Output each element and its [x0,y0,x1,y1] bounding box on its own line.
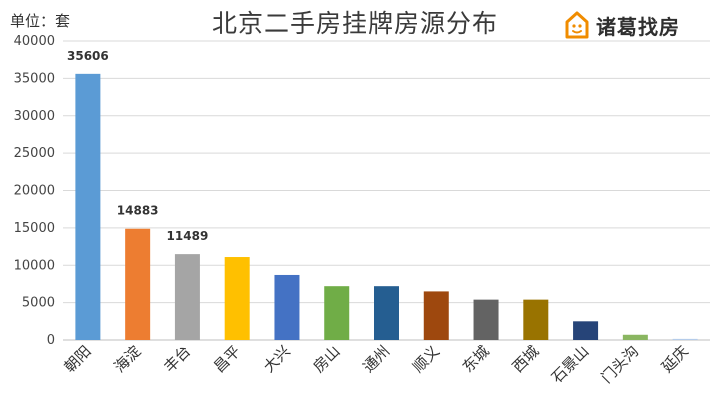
bar-13 [672,338,698,340]
x-tick-label: 石景山 [548,342,593,387]
x-tick-label: 朝阳 [61,342,95,376]
bar-5 [274,274,300,340]
y-tick-label: 30000 [14,109,55,124]
bar-6 [324,286,350,340]
data-label: 14883 [117,204,159,218]
y-tick-label: 10000 [14,258,55,273]
x-tick-label: 海淀 [111,342,145,376]
bar-7 [374,286,399,340]
x-tick-label: 通州 [359,342,393,376]
data-labels: 35606 14883 11489 [67,49,208,243]
y-axis-unit-label: 单位：套 [10,12,71,30]
data-label: 11489 [167,229,209,243]
x-tick-label: 昌平 [210,342,244,376]
x-axis-labels: 朝阳 海淀 丰台 昌平 大兴 房山 通州 顺义 东城 西城 石景山 门头沟 延庆 [61,342,692,387]
x-tick-label: 房山 [310,342,344,376]
bar-12 [622,334,648,340]
y-tick-label: 35000 [14,71,55,86]
y-tick-label: 20000 [14,184,55,199]
bar-9 [473,299,499,340]
bar-2 [125,228,151,340]
y-axis-ticks: 0 5000 10000 15000 20000 25000 30000 35000 40000 [14,34,55,348]
bar-10 [523,299,549,340]
x-tick-label: 东城 [459,342,493,376]
gridlines [63,40,710,341]
y-tick-label: 5000 [22,296,55,311]
x-tick-label: 丰台 [160,342,194,376]
bar-4 [224,257,250,340]
x-tick-label: 顺义 [409,342,443,376]
data-label: 35606 [67,49,109,63]
logo-text: 诸葛找房 [596,14,680,39]
chart-title: 北京二手房挂牌房源分布 [212,9,499,38]
x-tick-label: 西城 [509,342,543,376]
brand-logo: 诸葛找房 [564,8,680,42]
bar-1 [75,73,101,340]
bars [75,73,698,340]
bar-8 [423,291,449,340]
y-tick-label: 40000 [14,34,55,49]
x-tick-label: 延庆 [658,342,692,376]
bar-11 [573,321,599,340]
x-tick-label: 门头沟 [598,342,643,387]
y-tick-label: 25000 [14,146,55,161]
y-tick-label: 15000 [14,221,55,236]
bar-3 [174,254,200,340]
x-tick-label: 大兴 [260,342,294,376]
y-tick-label: 0 [47,333,55,348]
house-logo-icon [565,11,589,39]
